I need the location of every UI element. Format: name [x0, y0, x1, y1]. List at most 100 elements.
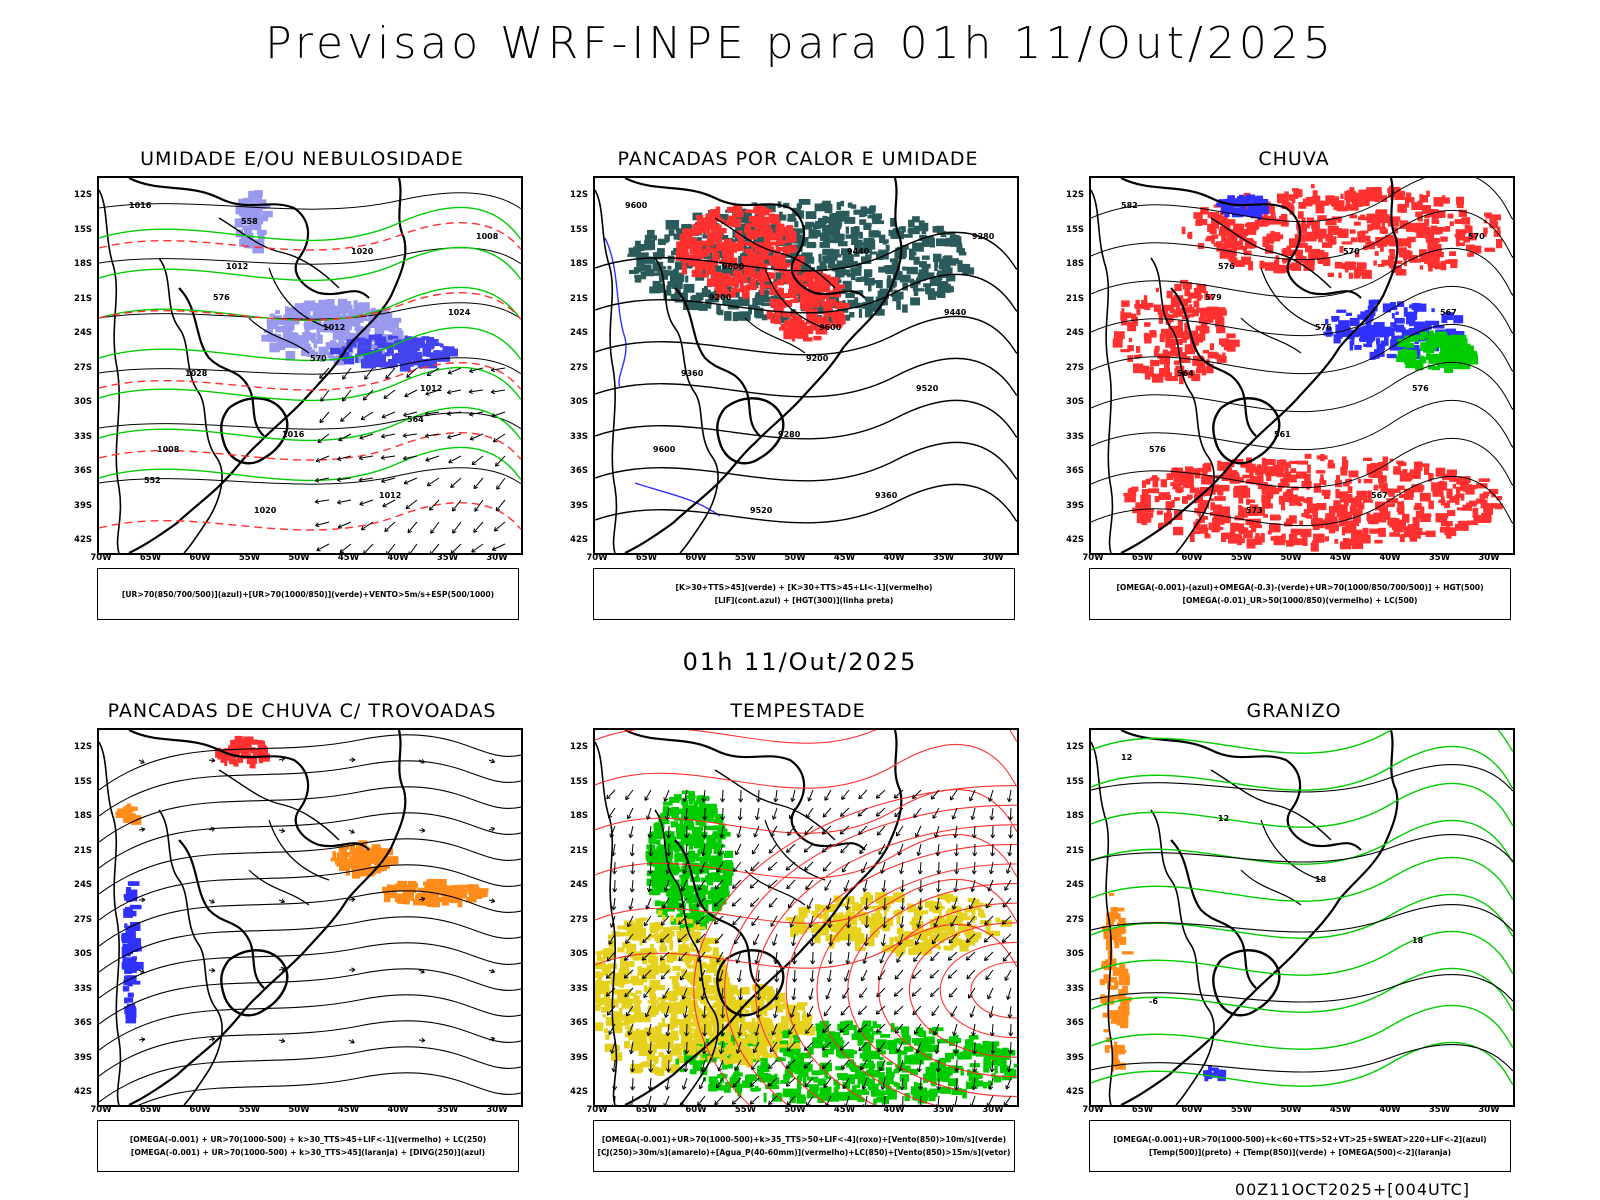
- wind-arrowhead: [935, 1104, 941, 1105]
- wind-arrowhead: [383, 394, 388, 399]
- wind-arrowhead: [700, 1067, 706, 1072]
- wind-arrowhead: [933, 923, 938, 928]
- wind-vector: [790, 1005, 796, 1018]
- contour-label: 1012: [420, 384, 442, 393]
- wind-arrowhead: [140, 759, 145, 764]
- wind-arrowhead: [932, 814, 937, 819]
- wind-arrowhead: [954, 1086, 960, 1091]
- wind-arrowhead: [608, 1030, 613, 1035]
- wind-arrowhead: [788, 814, 794, 820]
- wind-arrowhead: [969, 796, 974, 802]
- wind-arrowhead: [876, 992, 881, 998]
- legend-line: [OMEGA(-0.01)_UR>50(1000/850)(vermelho) …: [1182, 596, 1418, 605]
- wind-vector: [348, 829, 355, 834]
- wind-vector: [861, 969, 868, 982]
- wind-vector: [605, 969, 616, 979]
- wind-vector: [731, 897, 742, 907]
- lon-tick-label: 30W: [486, 1105, 508, 1115]
- wind-vector: [955, 1041, 958, 1054]
- wind-arrowhead: [381, 413, 387, 419]
- wind-arrowhead: [624, 992, 629, 998]
- wind-vector: [840, 1005, 850, 1016]
- wind-vector: [750, 1077, 760, 1087]
- wind-vector: [643, 987, 652, 998]
- wind-arrowhead: [695, 920, 701, 925]
- map-heat-showers[interactable]: 9600 9600 9600 9520 9600 9520 9440 9440 9360 9280…: [593, 176, 1019, 555]
- wind-arrowhead: [490, 758, 495, 764]
- wind-vector: [611, 1041, 616, 1054]
- wind-arrowhead: [896, 1048, 901, 1053]
- wind-vector: [807, 1005, 814, 1018]
- wind-vector: [984, 915, 994, 926]
- wind-vector: [792, 933, 796, 946]
- wind-vector: [900, 861, 904, 874]
- temp850-green-line: [1091, 893, 1513, 939]
- wind-arrowhead: [702, 816, 708, 821]
- wind-vector: [642, 933, 652, 944]
- lon-tick-label: 70W: [1082, 553, 1104, 563]
- map-humidity[interactable]: 1016 1012 1012 1012 1008 1020 1020 1024 1028 1016…: [97, 176, 523, 555]
- lon-tick-label: 30W: [982, 553, 1004, 563]
- wind-vector: [913, 807, 922, 818]
- wind-arrowhead: [916, 851, 922, 857]
- wind-vector: [955, 1077, 958, 1091]
- map-thunderstorm-showers[interactable]: [97, 728, 523, 1107]
- wind-arrowhead: [713, 920, 719, 925]
- wind-arrowhead: [989, 1032, 995, 1037]
- wind-arrowhead: [954, 1068, 960, 1073]
- wind-vector: [876, 1023, 886, 1033]
- wind-vector: [879, 1059, 886, 1072]
- wind-arrowhead: [787, 831, 792, 836]
- wind-arrowhead: [952, 1103, 958, 1105]
- wind-vector: [809, 987, 814, 1000]
- wind-arrowhead: [913, 813, 918, 819]
- wind-arrowhead: [803, 1064, 809, 1069]
- wind-vector: [208, 969, 216, 972]
- wind-arrowhead: [341, 396, 347, 402]
- wind-arrowhead: [611, 851, 616, 857]
- wind-vector: [646, 807, 652, 820]
- wind-vector: [973, 825, 976, 839]
- wind-arrowhead: [753, 833, 758, 838]
- wind-arrowhead: [663, 887, 669, 892]
- wind-arrowhead: [280, 966, 286, 972]
- lon-tick-label: 35W: [436, 1105, 459, 1115]
- wind-vector: [930, 789, 940, 800]
- map-storm[interactable]: [593, 728, 1019, 1107]
- lon-tick-label: 35W: [932, 553, 955, 563]
- wind-arrowhead: [987, 887, 992, 892]
- wind-vector: [840, 1059, 850, 1070]
- wind-vector: [767, 879, 778, 889]
- map-hail[interactable]: 12 12 18 18 -6: [1089, 728, 1515, 1107]
- wind-arrowhead: [824, 886, 829, 891]
- streamline: [137, 1072, 521, 1105]
- wind-vector: [857, 807, 868, 817]
- wind-vector: [471, 455, 484, 465]
- wind-vector: [809, 915, 814, 928]
- wind-vector: [918, 1059, 922, 1072]
- wind-vector: [881, 861, 886, 874]
- state-lines: [714, 217, 836, 289]
- map-canvas: 12 12 18 18 -6: [1091, 730, 1513, 1105]
- wind-vector: [989, 1005, 994, 1018]
- wind-arrowhead: [810, 960, 816, 965]
- wind-arrowhead: [641, 956, 647, 961]
- west-coast: [595, 741, 618, 1105]
- contour-label: 564: [407, 415, 424, 424]
- wind-arrowhead: [769, 1047, 775, 1053]
- wind-arrowhead: [839, 1046, 845, 1051]
- wind-vector: [418, 898, 425, 901]
- wind-vector: [823, 1005, 832, 1017]
- wind-vector: [703, 1041, 706, 1055]
- wind-vector: [360, 411, 374, 420]
- wind-arrowhead: [612, 888, 618, 893]
- wind-arrowhead: [792, 960, 798, 965]
- wind-vector: [685, 1023, 688, 1037]
- lon-tick-label: 60W: [189, 553, 211, 563]
- lat-tick-label: 33S: [1066, 983, 1084, 994]
- wind-arrowhead: [750, 902, 755, 907]
- wind-arrowhead: [696, 902, 701, 908]
- map-rain[interactable]: 582 576 576 576 576 573 570 567 564 561 567 570 579: [1089, 176, 1515, 555]
- wind-arrowhead: [971, 834, 977, 839]
- contour-label: 9440: [847, 247, 870, 256]
